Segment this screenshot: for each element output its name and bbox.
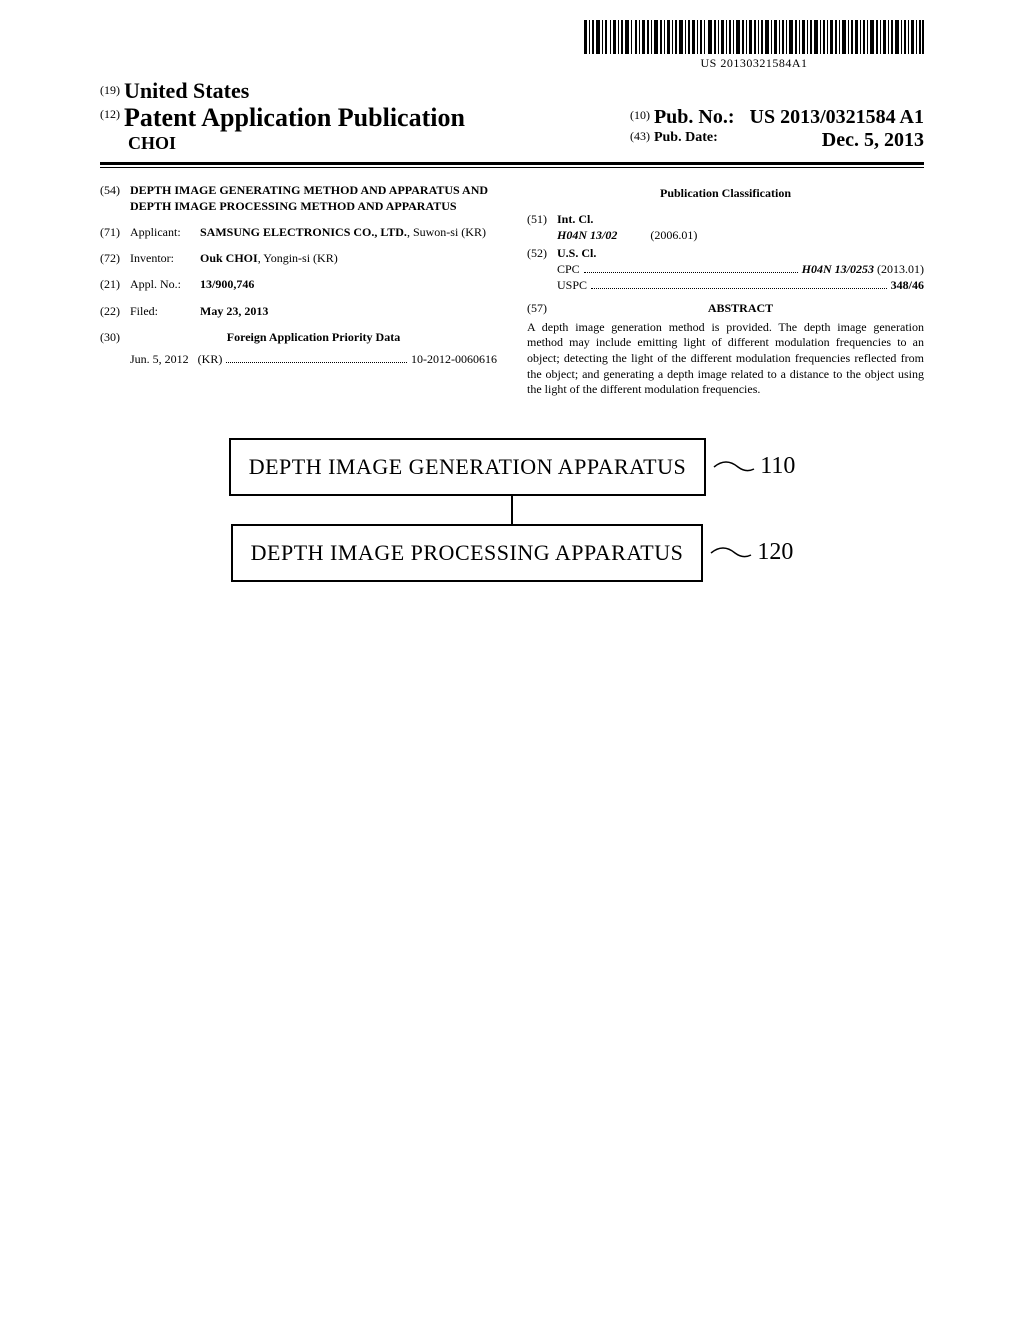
box-110: DEPTH IMAGE GENERATION APPARATUS — [229, 438, 707, 496]
field-52: (52) U.S. Cl. CPC H04N 13/0253 (2013.01)… — [527, 245, 924, 294]
intcl-block: Int. Cl. H04N 13/02 (2006.01) — [557, 211, 924, 243]
classification-heading: Publication Classification — [527, 186, 924, 201]
field-21-label: Appl. No.: — [130, 276, 200, 292]
intcl-entry: H04N 13/02 (2006.01) — [557, 227, 924, 243]
intcl-class: H04N 13/02 — [557, 228, 617, 242]
inventor-name: Ouk CHOI — [200, 251, 258, 265]
priority-country: (KR) — [198, 351, 223, 367]
priority-heading: Foreign Application Priority Data — [130, 329, 497, 345]
dots-leader — [591, 287, 887, 289]
field-30-num: (30) — [100, 329, 130, 345]
applicant-value: SAMSUNG ELECTRONICS CO., LTD., Suwon-si … — [200, 224, 497, 240]
applicant-loc: , Suwon-si (KR) — [407, 225, 486, 239]
field-71-label: Applicant: — [130, 224, 200, 240]
cpc-entry: CPC H04N 13/0253 (2013.01) — [557, 261, 924, 277]
applicant-name: SAMSUNG ELECTRONICS CO., LTD. — [200, 225, 407, 239]
figure-row-2: DEPTH IMAGE PROCESSING APPARATUS 120 — [100, 524, 924, 582]
box-120: DEPTH IMAGE PROCESSING APPARATUS — [231, 524, 704, 582]
doc-type: Patent Application Publication — [124, 103, 465, 132]
inventor-loc: , Yongin-si (KR) — [258, 251, 338, 265]
field-30: (30) Foreign Application Priority Data — [100, 329, 497, 345]
field-19-num: (19) — [100, 83, 120, 97]
dots-leader — [226, 361, 407, 363]
field-51-num: (51) — [527, 211, 557, 243]
field-52-num: (52) — [527, 245, 557, 294]
field-21: (21) Appl. No.: 13/900,746 — [100, 276, 497, 292]
pub-no-value: US 2013/0321584 A1 — [750, 106, 924, 128]
ref-120-text: 120 — [757, 539, 793, 566]
ref-120: 120 — [709, 539, 793, 566]
field-71: (71) Applicant: SAMSUNG ELECTRONICS CO.,… — [100, 224, 497, 240]
inventor-value: Ouk CHOI, Yongin-si (KR) — [200, 250, 497, 266]
priority-row: Jun. 5, 2012 (KR) 10-2012-0060616 — [100, 351, 497, 367]
abstract-text: A depth image generation method is provi… — [527, 320, 924, 398]
filed-value: May 23, 2013 — [200, 303, 497, 319]
field-10-num: (10) — [630, 108, 650, 122]
leader-line-icon — [712, 455, 756, 479]
country-name: United States — [124, 78, 249, 103]
pub-date-line: (43) Pub. Date: Dec. 5, 2013 — [630, 129, 924, 152]
field-72-label: Inventor: — [130, 250, 200, 266]
field-57: (57) ABSTRACT — [527, 300, 924, 316]
abstract-heading: ABSTRACT — [557, 300, 924, 316]
priority-spacer — [100, 351, 130, 367]
cpc-trail: H04N 13/0253 (2013.01) — [802, 261, 924, 277]
author-name: CHOI — [128, 133, 630, 154]
field-54: (54) DEPTH IMAGE GENERATING METHOD AND A… — [100, 182, 497, 214]
field-12-num: (12) — [100, 107, 120, 121]
figure-1: DEPTH IMAGE GENERATION APPARATUS 110 DEP… — [100, 438, 924, 582]
uspc-entry: USPC 348/46 — [557, 277, 924, 293]
barcode-svg — [584, 20, 924, 54]
field-22: (22) Filed: May 23, 2013 — [100, 303, 497, 319]
field-21-num: (21) — [100, 276, 130, 292]
ref-110: 110 — [712, 453, 795, 480]
priority-number: 10-2012-0060616 — [411, 351, 497, 367]
field-43-num: (43) — [630, 129, 650, 143]
rule-thick — [100, 162, 924, 165]
biblio-columns: (54) DEPTH IMAGE GENERATING METHOD AND A… — [100, 182, 924, 398]
barcode: US 20130321584A1 — [584, 20, 924, 71]
left-column: (54) DEPTH IMAGE GENERATING METHOD AND A… — [100, 182, 497, 398]
right-column: Publication Classification (51) Int. Cl.… — [527, 182, 924, 398]
header-row: (19) United States (12) Patent Application… — [100, 78, 924, 154]
doc-type-line: (12) Patent Application Publication — [100, 104, 630, 133]
field-22-label: Filed: — [130, 303, 200, 319]
header-left: (19) United States (12) Patent Application… — [100, 78, 630, 154]
ref-110-text: 110 — [760, 453, 795, 480]
connector-line — [511, 496, 513, 524]
field-54-num: (54) — [100, 182, 130, 214]
priority-entry: Jun. 5, 2012 (KR) 10-2012-0060616 — [130, 351, 497, 367]
rule-thin — [100, 167, 924, 168]
uscl-block: U.S. Cl. CPC H04N 13/0253 (2013.01) USPC… — [557, 245, 924, 294]
field-72: (72) Inventor: Ouk CHOI, Yongin-si (KR) — [100, 250, 497, 266]
field-71-num: (71) — [100, 224, 130, 240]
invention-title: DEPTH IMAGE GENERATING METHOD AND APPARA… — [130, 182, 497, 214]
header-right: (10) Pub. No.: US 2013/0321584 A1 (43) Pub… — [630, 106, 924, 154]
uspc-trail: 348/46 — [891, 277, 924, 293]
field-22-num: (22) — [100, 303, 130, 319]
intcl-label: Int. Cl. — [557, 211, 924, 227]
leader-line-icon — [709, 541, 753, 565]
pub-date-value: Dec. 5, 2013 — [822, 129, 924, 152]
uscl-label: U.S. Cl. — [557, 245, 924, 261]
uspc-lead: USPC — [557, 277, 587, 293]
intcl-year: (2006.01) — [650, 228, 697, 242]
field-51: (51) Int. Cl. H04N 13/02 (2006.01) — [527, 211, 924, 243]
pub-no-label: Pub. No.: — [654, 106, 735, 128]
patent-page: US 20130321584A1 (19) United States (12) P… — [0, 0, 1024, 622]
figure-row-1: DEPTH IMAGE GENERATION APPARATUS 110 — [100, 438, 924, 496]
barcode-text: US 20130321584A1 — [584, 56, 924, 71]
field-72-num: (72) — [100, 250, 130, 266]
pub-no-line: (10) Pub. No.: US 2013/0321584 A1 — [630, 106, 924, 129]
country-line: (19) United States — [100, 78, 630, 104]
dots-leader — [584, 271, 798, 273]
pub-date-label: Pub. Date: — [654, 130, 718, 145]
barcode-region: US 20130321584A1 — [100, 20, 924, 72]
priority-date: Jun. 5, 2012 — [130, 351, 189, 367]
appl-no-value: 13/900,746 — [200, 276, 497, 292]
cpc-lead: CPC — [557, 261, 580, 277]
field-57-num: (57) — [527, 300, 557, 316]
